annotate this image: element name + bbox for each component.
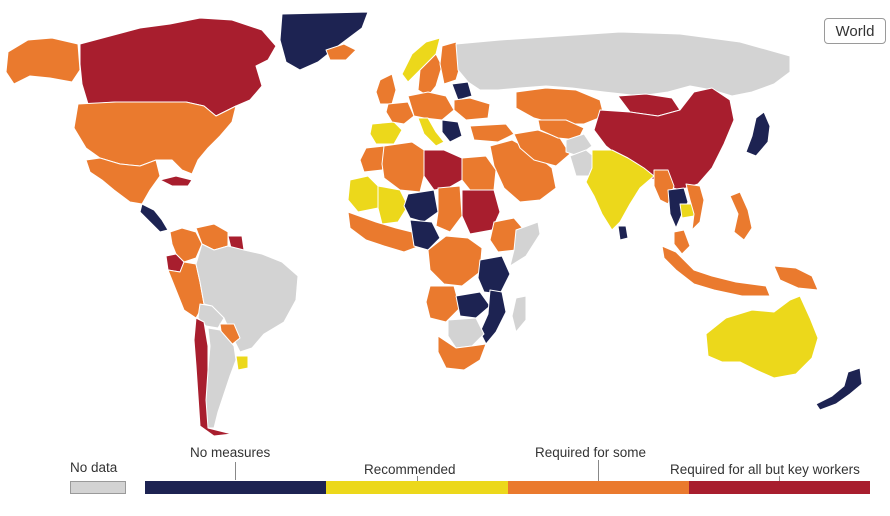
legend-no-data-label: No data: [70, 460, 118, 475]
region-united-kingdom[interactable]: [375, 73, 397, 105]
region-new-zealand[interactable]: [815, 367, 863, 411]
region-mexico[interactable]: [85, 157, 161, 205]
region-turkey[interactable]: [469, 123, 515, 143]
legend-no-measures-swatch[interactable]: [145, 481, 326, 494]
region-kazakhstan[interactable]: [515, 87, 605, 125]
region-uruguay[interactable]: [235, 355, 249, 371]
region-indonesia[interactable]: [661, 245, 771, 297]
legend-required-all-label: Required for all but key workers: [670, 462, 860, 477]
region-colombia[interactable]: [169, 227, 203, 263]
legend-required-some-swatch[interactable]: [508, 481, 689, 494]
region-australia[interactable]: [705, 295, 819, 379]
region-iran[interactable]: [513, 129, 571, 167]
region-ukraine[interactable]: [453, 97, 491, 121]
region-zambia[interactable]: [455, 291, 491, 319]
legend-recommended-swatch[interactable]: [326, 481, 508, 494]
region-mali[interactable]: [377, 185, 409, 225]
region-alaska[interactable]: [5, 37, 81, 85]
legend-tick: [235, 462, 236, 480]
region-balkans[interactable]: [441, 119, 463, 143]
region-russia[interactable]: [455, 31, 791, 97]
region-nigeria[interactable]: [409, 219, 441, 251]
region-tanzania[interactable]: [477, 255, 511, 295]
region-sweden[interactable]: [417, 53, 443, 97]
legend-required-all-swatch[interactable]: [689, 481, 870, 494]
region-vietnam[interactable]: [685, 183, 705, 231]
region-sri-lanka[interactable]: [617, 225, 629, 241]
region-greenland[interactable]: [279, 11, 369, 71]
legend-tick: [417, 476, 418, 481]
region-india[interactable]: [585, 149, 655, 231]
legend-no-measures-label: No measures: [190, 445, 271, 460]
legend-tick: [779, 476, 780, 481]
region-cuba[interactable]: [159, 175, 193, 187]
world-view-button[interactable]: World: [824, 18, 886, 44]
region-argentina[interactable]: [205, 327, 237, 429]
legend: No data No measures Recommended Required…: [0, 440, 890, 516]
region-norway[interactable]: [401, 37, 441, 83]
region-iceland[interactable]: [325, 43, 357, 61]
legend-recommended-label: Recommended: [364, 462, 456, 477]
region-france[interactable]: [385, 101, 415, 125]
legend-tick: [598, 460, 599, 481]
region-papua-new-guinea[interactable]: [773, 265, 819, 291]
region-philippines[interactable]: [729, 191, 753, 241]
region-mozambique[interactable]: [479, 289, 507, 345]
region-angola[interactable]: [425, 285, 461, 323]
region-malaysia[interactable]: [673, 229, 691, 255]
region-west-africa[interactable]: [347, 211, 421, 253]
region-madagascar[interactable]: [511, 295, 527, 333]
legend-required-some-label: Required for some: [535, 445, 647, 460]
region-egypt[interactable]: [461, 155, 497, 191]
region-italy[interactable]: [417, 117, 445, 147]
region-central-america[interactable]: [139, 203, 169, 233]
world-map[interactable]: [0, 0, 890, 440]
region-south-africa[interactable]: [437, 335, 487, 371]
region-niger[interactable]: [403, 189, 439, 223]
region-libya[interactable]: [423, 149, 463, 191]
legend-no-data-swatch[interactable]: [70, 481, 126, 494]
region-namibia-botswana[interactable]: [447, 317, 485, 349]
region-chad[interactable]: [435, 185, 463, 233]
region-chile[interactable]: [193, 317, 233, 437]
region-spain[interactable]: [369, 121, 403, 145]
region-canada[interactable]: [79, 17, 277, 117]
region-japan[interactable]: [745, 111, 771, 157]
region-somalia[interactable]: [509, 221, 541, 267]
region-mauritania[interactable]: [347, 175, 381, 213]
region-central-europe[interactable]: [407, 91, 455, 121]
region-dr-congo[interactable]: [427, 235, 483, 287]
region-brazil[interactable]: [195, 243, 299, 353]
region-belarus[interactable]: [451, 81, 473, 101]
region-algeria[interactable]: [381, 141, 425, 193]
